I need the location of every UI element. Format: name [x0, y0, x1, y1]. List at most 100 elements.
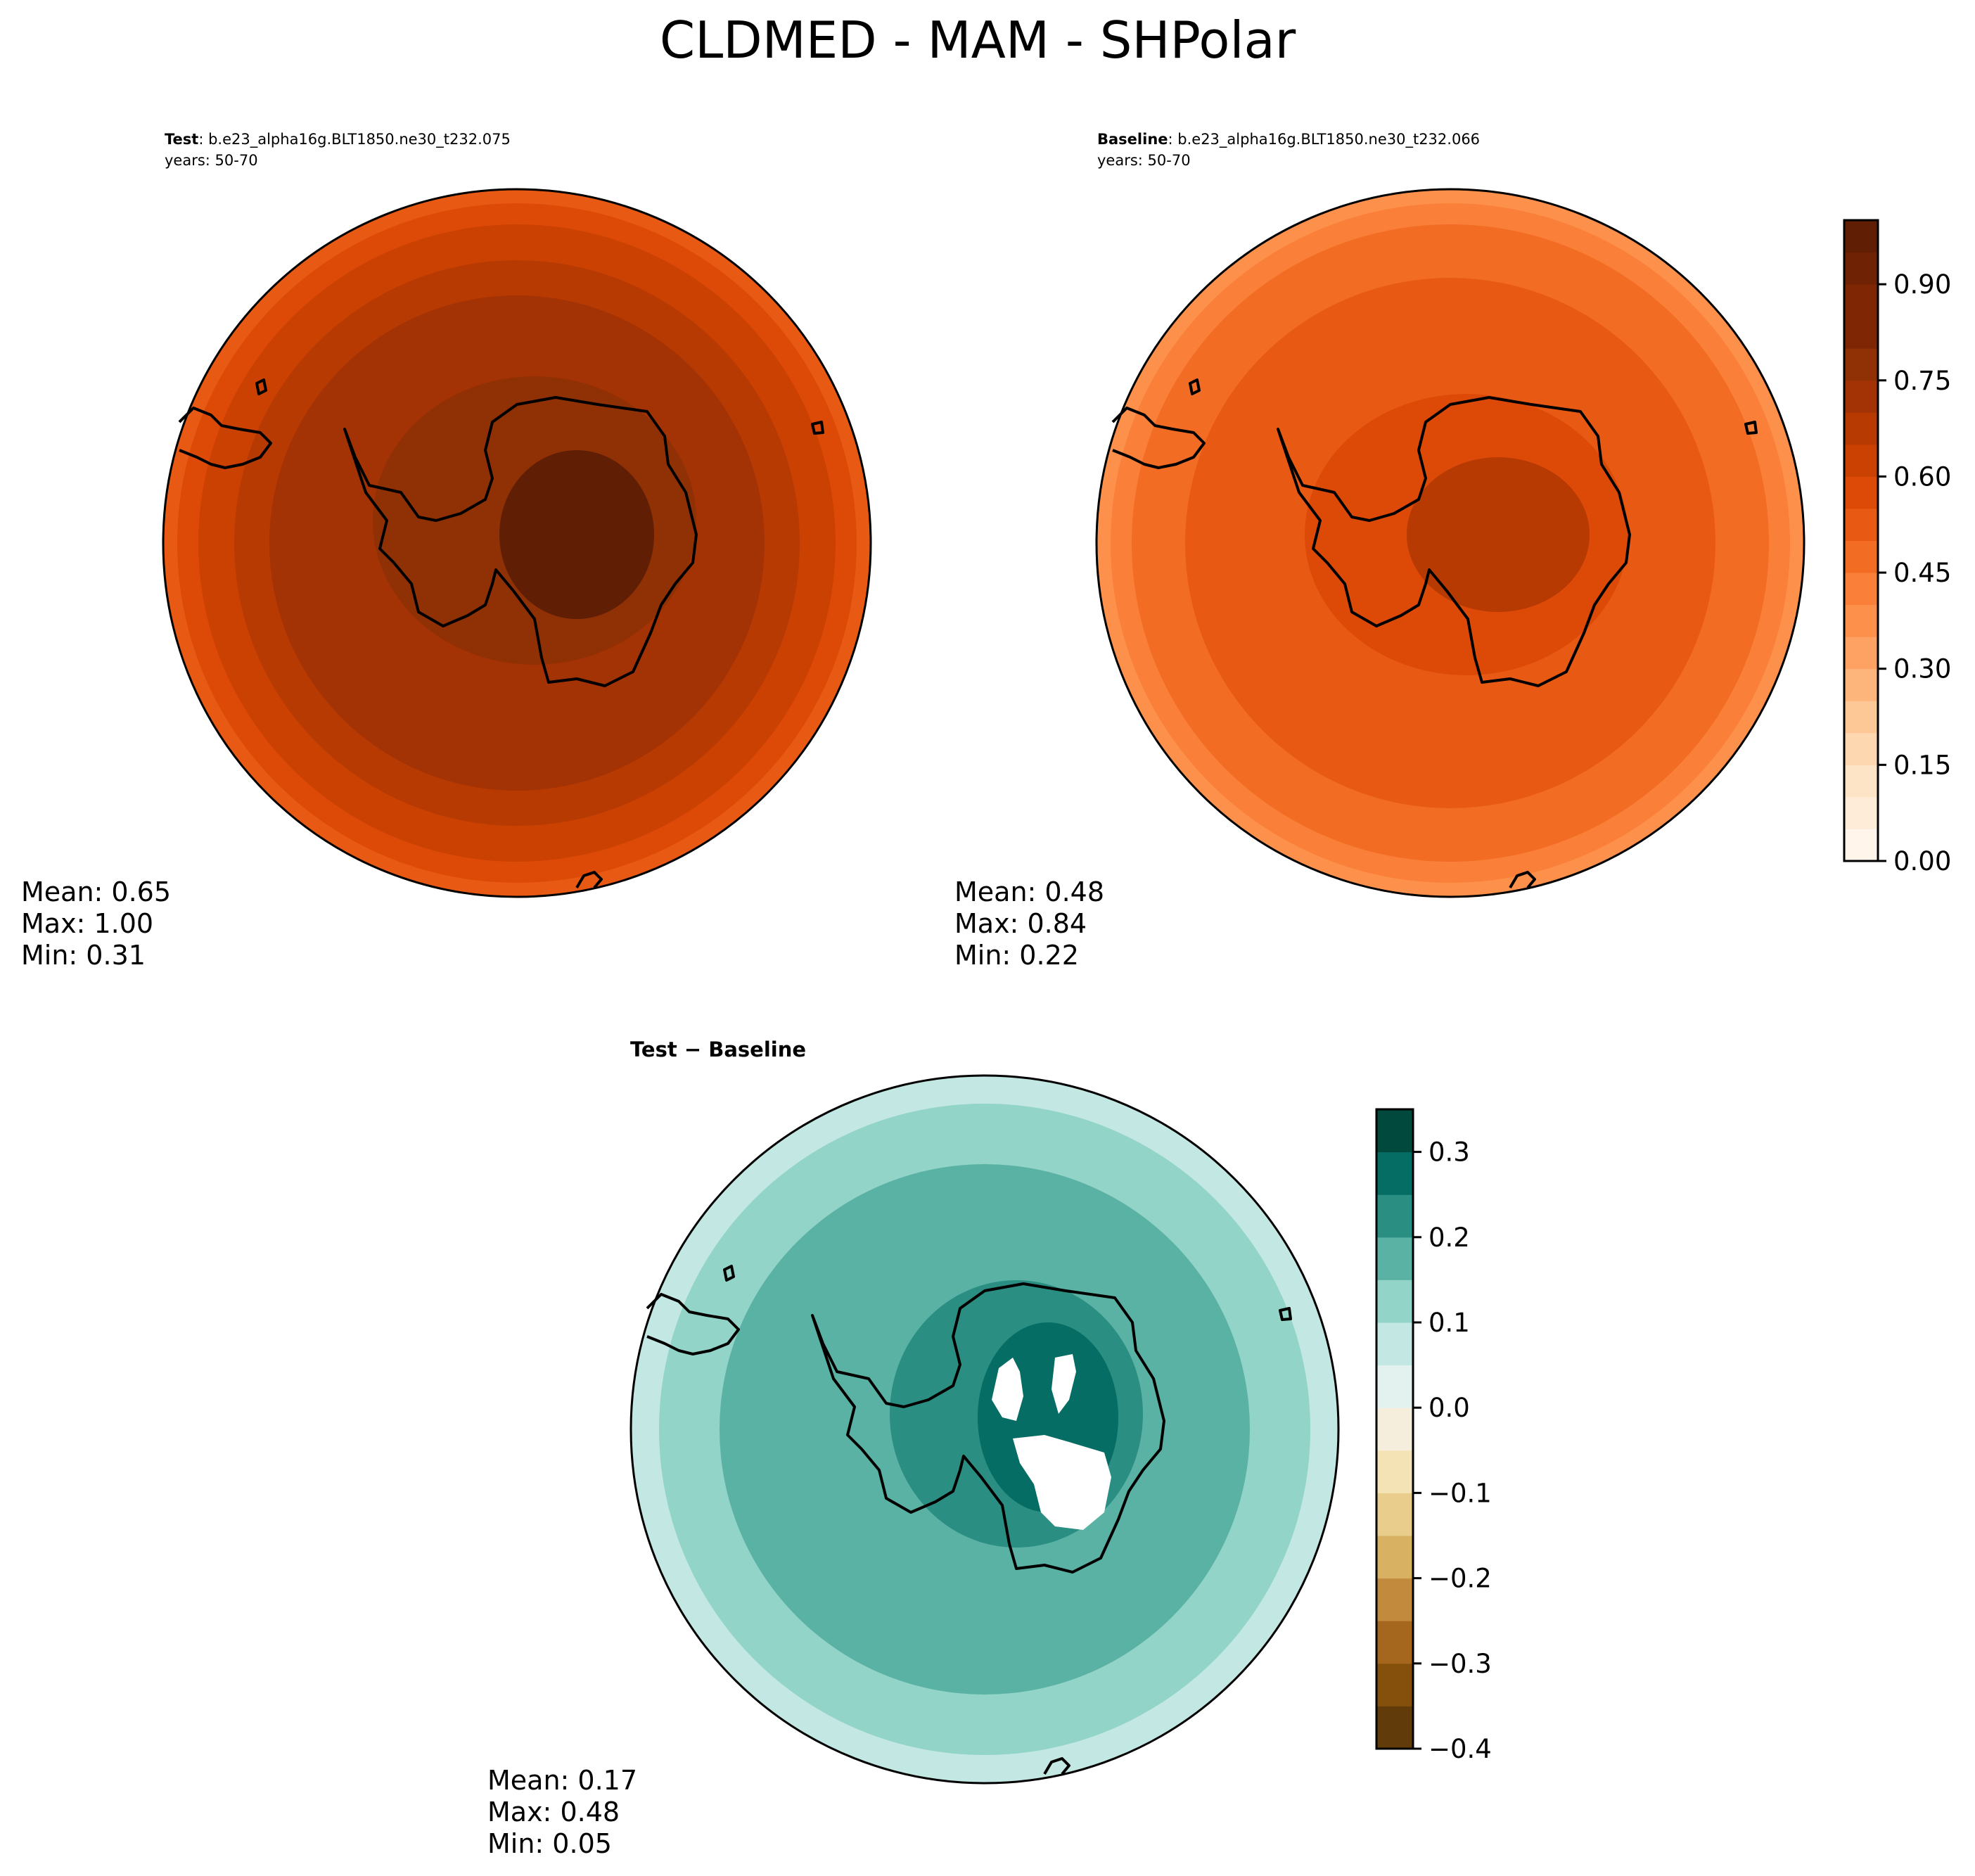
- colorbar-brbg-segment: [1376, 1450, 1413, 1493]
- antarctica-coast: [343, 396, 698, 687]
- colorbar-oranges-segment: [1844, 668, 1878, 701]
- colorbar-brbg-segment: [1376, 1493, 1413, 1536]
- stats-difference-min: Min: 0.05: [487, 1828, 612, 1859]
- diff-gap-2: [1052, 1354, 1076, 1414]
- map-test-boundary: [162, 188, 872, 898]
- stats-baseline-mean: Mean: 0.48: [954, 876, 1104, 907]
- colorbar-brbg: −0.4 −0.3 −0.2 −0.1 0.0 0.1 0.2 0.3: [1375, 1108, 1492, 1764]
- stats-test-mean: Mean: 0.65: [21, 876, 171, 907]
- panel-test: Test: b.e23_alpha16g.BLT1850.ne30_t232.0…: [21, 131, 872, 971]
- panel-baseline-label: Baseline: [1097, 131, 1168, 148]
- colorbar-oranges-segment: [1844, 796, 1878, 829]
- stats-test-min: Min: 0.31: [21, 940, 146, 971]
- panel-difference: Test − Baseline Mean: 0.17 Max: 0.48 Min…: [487, 1038, 1492, 1859]
- colorbar-oranges-tick-label: 0.00: [1893, 846, 1951, 876]
- colorbar-oranges-segment: [1844, 701, 1878, 734]
- colorbar-brbg-segment: [1376, 1280, 1413, 1323]
- colorbar-oranges-segment: [1844, 316, 1878, 349]
- colorbar-oranges-segment: [1844, 252, 1878, 285]
- colorbar-oranges-segment: [1844, 508, 1878, 541]
- island-south-georgia: [723, 1265, 735, 1282]
- colorbar-oranges-frame: [1843, 219, 1879, 862]
- diff-gaps: [992, 1354, 1111, 1530]
- panel-baseline: Baseline: b.e23_alpha16g.BLT1850.ne30_t2…: [954, 131, 1951, 971]
- colorbar-brbg-segment: [1376, 1408, 1413, 1451]
- coastline-test: [178, 378, 824, 889]
- colorbar-oranges-tick-label: 0.75: [1893, 366, 1951, 396]
- diff-gap-1: [992, 1358, 1023, 1421]
- colorbar-brbg-tick-label: 0.0: [1428, 1393, 1470, 1423]
- stats-baseline-min: Min: 0.22: [954, 940, 1079, 971]
- coastline-difference: [646, 1265, 1292, 1775]
- island-kerguelen: [1279, 1307, 1292, 1321]
- colorbar-brbg-segment: [1376, 1322, 1413, 1366]
- colorbar-oranges-segment: [1844, 476, 1878, 509]
- colorbar-brbg-frame: [1375, 1108, 1414, 1750]
- colorbar-oranges: 0.00 0.15 0.30 0.45 0.60 0.75 0.90: [1843, 219, 1951, 876]
- colorbar-oranges-tick-label: 0.60: [1893, 461, 1951, 492]
- colorbar-brbg-tick-label: −0.3: [1428, 1649, 1492, 1679]
- colorbar-brbg-segment: [1376, 1151, 1413, 1195]
- colorbar-oranges-segment: [1844, 348, 1878, 381]
- map-baseline: [1097, 189, 1804, 897]
- island-kerguelen: [1744, 421, 1758, 435]
- zone-5: [1407, 457, 1590, 612]
- coast-new-zealand: [1509, 871, 1536, 889]
- colorbar-brbg-tick-label: −0.2: [1428, 1564, 1492, 1594]
- colorbar-oranges-tick-label: 0.15: [1893, 750, 1951, 780]
- colorbar-brbg-segment: [1376, 1194, 1413, 1238]
- coast-new-zealand: [575, 871, 603, 889]
- colorbar-brbg-tick-label: −0.1: [1428, 1478, 1492, 1508]
- colorbar-oranges-segment: [1844, 540, 1878, 573]
- colorbar-oranges-segment: [1844, 412, 1878, 445]
- map-baseline-boundary: [1095, 188, 1805, 898]
- map-difference-boundary: [629, 1074, 1340, 1785]
- panel-test-label: Test: [165, 131, 198, 148]
- colorbar-brbg-tick-label: 0.1: [1428, 1308, 1470, 1338]
- colorbar-brbg-segment: [1376, 1621, 1413, 1664]
- figure-title: CLDMED - MAM - SHPolar: [660, 11, 1296, 70]
- colorbar-brbg-segment: [1376, 1578, 1413, 1621]
- colorbar-brbg-tick-label: 0.2: [1428, 1223, 1470, 1253]
- stats-baseline-max: Max: 0.84: [954, 908, 1087, 939]
- colorbar-oranges-segment: [1844, 732, 1878, 765]
- colorbar-brbg-segment: [1376, 1109, 1413, 1153]
- diff-gap-3: [1013, 1435, 1111, 1530]
- colorbar-brbg-tick-label: 0.3: [1428, 1137, 1470, 1168]
- map-test: [163, 189, 871, 897]
- antarctica-coast: [811, 1282, 1165, 1574]
- stats-difference-mean: Mean: 0.17: [487, 1765, 637, 1796]
- colorbar-oranges-segment: [1844, 637, 1878, 670]
- south-america-coast: [1111, 407, 1206, 469]
- colorbar-oranges-segment: [1844, 220, 1878, 253]
- colorbar-brbg-segment: [1376, 1663, 1413, 1706]
- island-south-georgia: [1189, 378, 1201, 395]
- colorbar-oranges-tick-label: 0.45: [1893, 558, 1951, 588]
- stats-difference-max: Max: 0.48: [487, 1797, 620, 1827]
- colorbar-oranges-segment: [1844, 573, 1878, 606]
- coast-new-zealand: [1043, 1757, 1070, 1775]
- colorbar-oranges-segment: [1844, 829, 1878, 862]
- svg-text:Test: b.e23_alpha16g.BLT1850.n: Test: b.e23_alpha16g.BLT1850.ne30_t232.0…: [165, 131, 511, 148]
- colorbar-oranges-segment: [1844, 604, 1878, 637]
- colorbar-oranges-segment: [1844, 765, 1878, 798]
- map-difference: [631, 1076, 1338, 1783]
- colorbar-oranges-segment: [1844, 380, 1878, 413]
- panel-test-years: years: 50-70: [165, 152, 258, 169]
- island-south-georgia: [255, 378, 267, 395]
- island-kerguelen: [811, 421, 824, 435]
- south-america-coast: [178, 407, 272, 469]
- svg-text:Baseline: b.e23_alpha16g.BLT18: Baseline: b.e23_alpha16g.BLT1850.ne30_t2…: [1097, 131, 1480, 148]
- panel-baseline-case: : b.e23_alpha16g.BLT1850.ne30_t232.066: [1168, 131, 1481, 148]
- south-america-coast: [646, 1293, 740, 1355]
- colorbar-brbg-tick-label: −0.4: [1428, 1734, 1492, 1764]
- colorbar-oranges-segment: [1844, 284, 1878, 317]
- colorbar-brbg-segment: [1376, 1365, 1413, 1408]
- stats-test-max: Max: 1.00: [21, 908, 153, 939]
- colorbar-oranges-tick-label: 0.90: [1893, 269, 1951, 300]
- colorbar-oranges-segment: [1844, 444, 1878, 477]
- zone-6: [499, 450, 654, 619]
- antarctica-coast: [1277, 396, 1631, 687]
- colorbar-brbg-segment: [1376, 1536, 1413, 1579]
